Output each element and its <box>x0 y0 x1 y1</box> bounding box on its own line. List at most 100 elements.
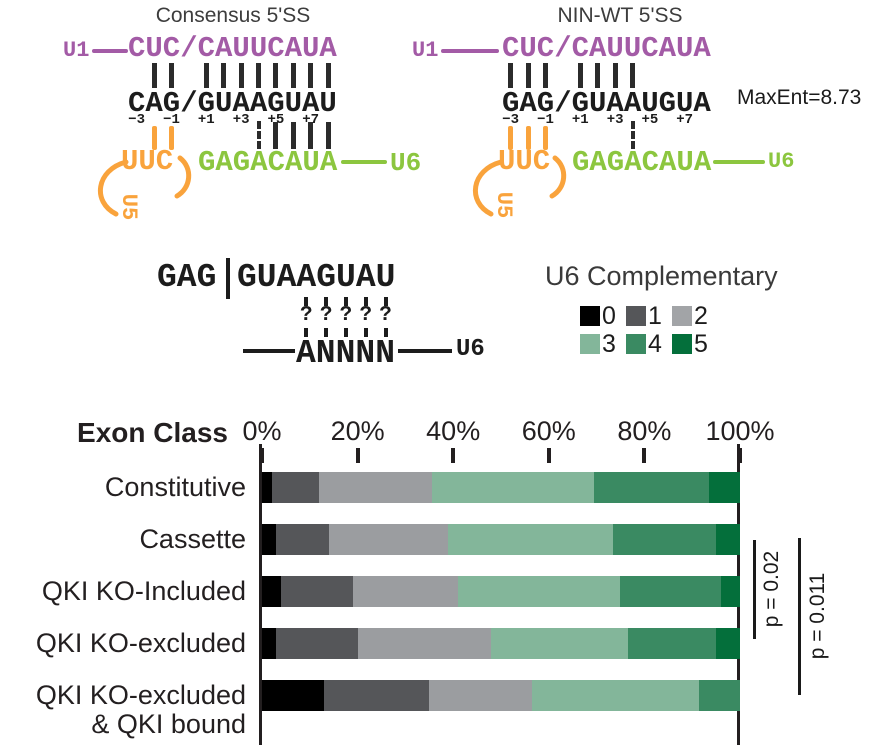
bar-segment-2 <box>352 576 458 607</box>
bar-segment-4 <box>627 628 717 659</box>
diagram-title: NIN-WT 5'SS <box>557 4 683 27</box>
x-tick-label: 40% <box>426 416 481 446</box>
bar-segment-5 <box>716 524 740 555</box>
question-bond-dash <box>363 328 368 337</box>
u5-bond <box>525 126 531 150</box>
legend-item: 3 <box>580 330 616 358</box>
row-label: QKI KO-excluded & QKI bound <box>0 681 246 739</box>
x-tick-label: 80% <box>617 416 672 446</box>
bar-segment-2 <box>429 680 533 711</box>
axis-line-0pct <box>259 444 262 745</box>
basepair-bond <box>238 63 244 88</box>
basepair-bond <box>203 63 209 88</box>
row-label-line: QKI KO-excluded <box>35 680 246 710</box>
basepair-bond <box>630 63 635 88</box>
basepair-bond <box>308 63 314 88</box>
position-label: +5 <box>267 112 285 128</box>
bar-segment-4 <box>613 524 717 555</box>
u6-label: U6 <box>456 336 485 363</box>
basepair-bond <box>290 63 296 88</box>
u6-bond <box>308 122 314 149</box>
row-label-line: & QKI bound <box>91 709 246 739</box>
p-bracket-inner <box>753 540 756 639</box>
question-bond-dash <box>304 297 309 306</box>
question-mark: ? <box>300 304 313 327</box>
legend-item: 4 <box>626 330 662 358</box>
bar-segment-2 <box>328 524 449 555</box>
position-label: +1 <box>197 112 215 128</box>
bar-segment-4 <box>699 680 740 711</box>
position-label: +3 <box>232 112 250 128</box>
u5-bond <box>151 126 157 150</box>
u5-bond <box>543 126 548 150</box>
position-label: +7 <box>676 112 694 128</box>
u5-loop-sequence: UUC <box>498 145 551 178</box>
u1-connector-line <box>441 49 499 53</box>
u6-sequence: GAGACAUA <box>198 146 338 179</box>
u5-bond <box>169 126 174 150</box>
bar-segment-4 <box>594 472 709 503</box>
legend-title: U6 Complementary <box>545 261 778 291</box>
legend-label: 2 <box>694 302 708 330</box>
position-label: +1 <box>571 112 589 128</box>
bar-segment-0 <box>262 472 272 503</box>
u6-bond <box>325 122 331 149</box>
question-mark: ? <box>319 304 333 327</box>
bar-segment-0 <box>262 576 282 607</box>
u6-bond-dotted <box>630 121 635 149</box>
bar-segment-1 <box>276 524 329 555</box>
u1-sequence: CUC/CAUUCAUA <box>502 32 711 65</box>
x-tick-label: 20% <box>330 416 385 446</box>
row-label: QKI KO-excluded <box>0 629 246 658</box>
row-label: Cassette <box>0 525 246 554</box>
legend-swatch-2 <box>672 306 692 326</box>
basepair-bond <box>325 63 331 88</box>
u6-anchor-sequence: ANNNN <box>296 335 396 372</box>
p-bracket-outer <box>798 538 801 695</box>
bar-segment-3 <box>491 628 628 659</box>
x-tick-mark <box>546 448 551 463</box>
basepair-bond <box>525 63 531 88</box>
basepair-bond <box>543 63 548 88</box>
u5-loop-sequence: UUC <box>121 145 174 178</box>
u6-right-line <box>398 349 452 353</box>
legend-label: 4 <box>648 330 662 358</box>
x-tick-label: 60% <box>521 416 576 446</box>
legend-item: 2 <box>672 302 708 330</box>
question-bond-dash <box>343 328 348 337</box>
basepair-bond <box>169 63 174 88</box>
bar-segment-3 <box>448 524 614 555</box>
u6-bond-dotted <box>256 121 261 149</box>
basepair-bond <box>612 63 618 88</box>
question-bond-dash <box>324 328 329 337</box>
stacked-bar <box>262 680 740 711</box>
p-value-outer: p = 0.011 <box>806 572 829 660</box>
legend-item: 0 <box>580 302 616 330</box>
mrna-sequence: GAG/GUAAUGUA <box>502 87 711 120</box>
question-mark: ? <box>379 304 392 327</box>
x-tick-mark <box>451 448 456 463</box>
diagram-title: Consensus 5'SS <box>155 4 311 27</box>
legend-item: 1 <box>626 302 662 330</box>
question-bond-dash <box>304 328 309 337</box>
legend-label: 3 <box>602 330 616 358</box>
basepair-bond <box>273 63 279 88</box>
bar-segment-0 <box>262 680 325 711</box>
legend-label: 5 <box>694 330 708 358</box>
intron-sequence: GUAAGUAU <box>237 259 396 296</box>
question-bond-dash <box>383 297 388 306</box>
row-label: Constitutive <box>0 473 246 502</box>
basepair-bond <box>508 63 514 88</box>
bar-segment-5 <box>720 576 740 607</box>
u1-connector-line <box>92 49 128 53</box>
question-mark: ? <box>339 304 353 327</box>
legend-swatch-0 <box>580 306 600 326</box>
position-label: +5 <box>641 112 659 128</box>
question-bond-dash <box>363 297 368 306</box>
bar-segment-4 <box>620 576 721 607</box>
legend-label: 0 <box>602 302 616 330</box>
u5-label: U5 <box>116 193 141 221</box>
u6-connector-line <box>713 160 765 164</box>
legend-label: 1 <box>648 302 662 330</box>
basepair-bond <box>151 63 157 88</box>
